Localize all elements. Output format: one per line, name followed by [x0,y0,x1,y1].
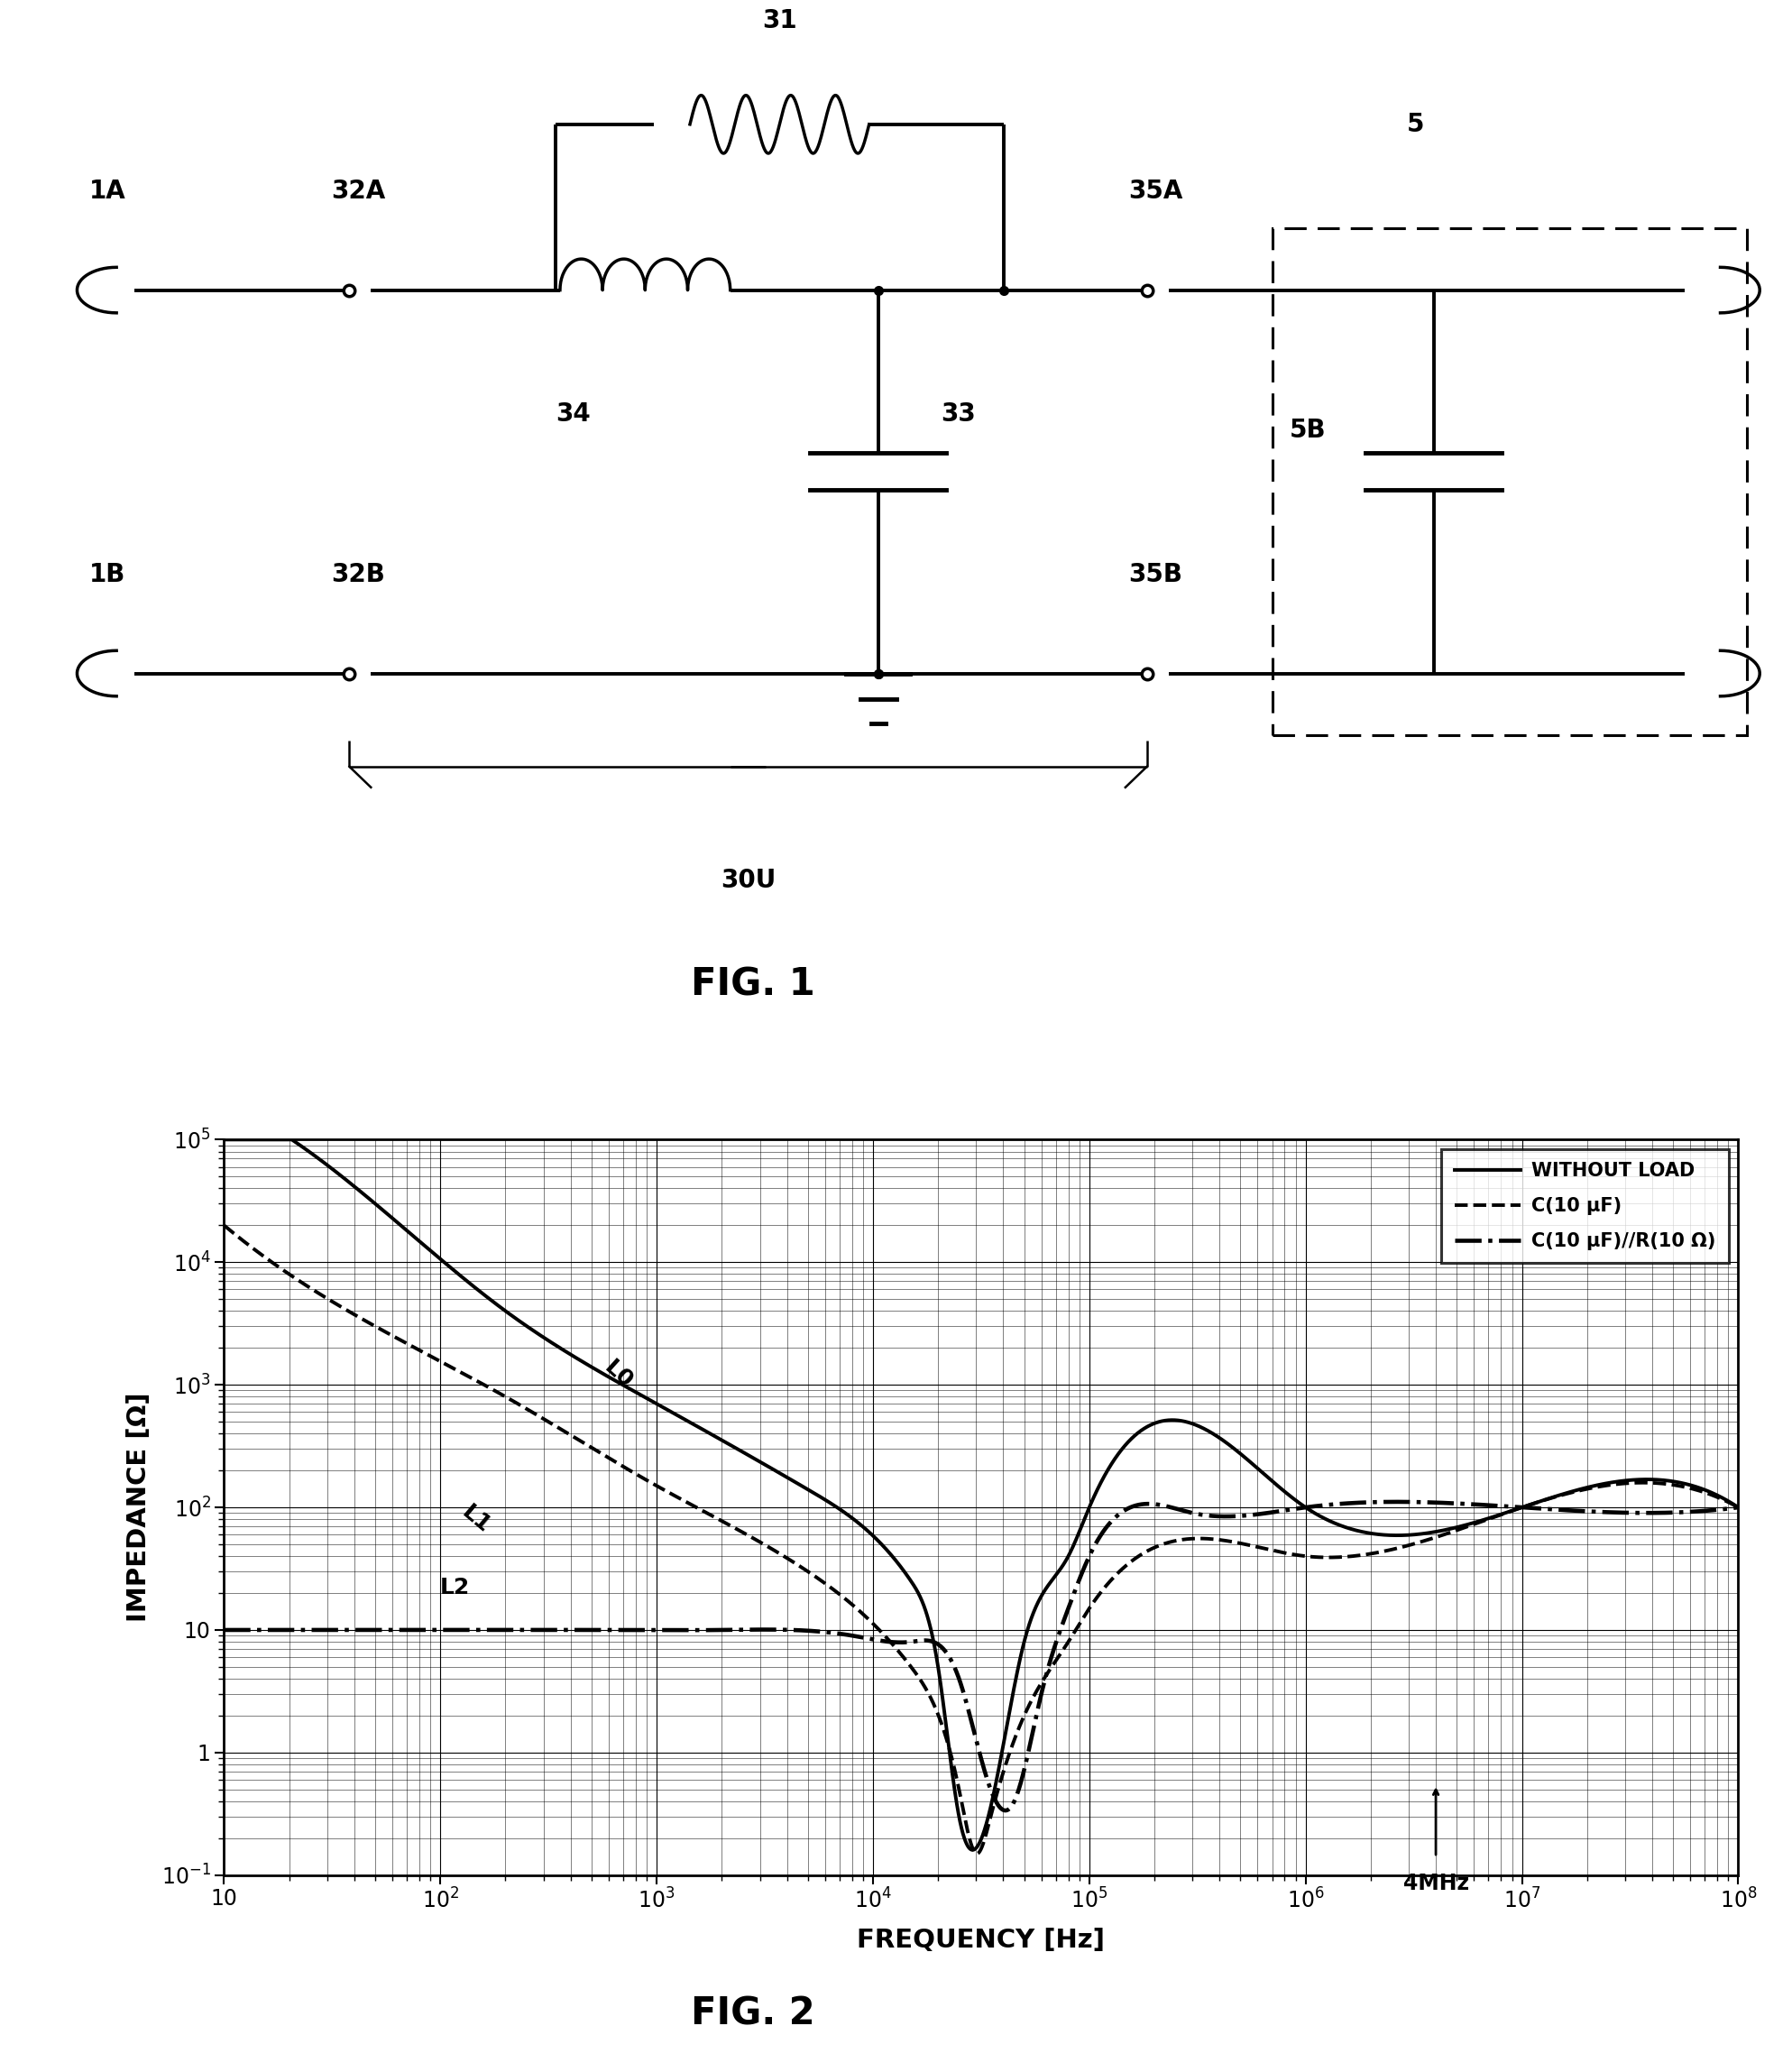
Text: L2: L2 [441,1577,470,1600]
Y-axis label: IMPEDANCE [Ω]: IMPEDANCE [Ω] [125,1392,151,1622]
C(10 μF)//R(10 Ω) [289,1618,310,1643]
C(10 μF)//R(10 Ω) [1176,1498,1197,1523]
Text: 4MHz: 4MHz [1403,1873,1469,1894]
WITHOUT LOAD [213,1127,235,1152]
WITHOUT LOAD [962,1838,984,1863]
Line: C(10 μF)//R(10 Ω): C(10 μF)//R(10 Ω) [224,1502,1738,1811]
WITHOUT LOAD [289,1133,310,1158]
C(10 μF) [1337,1544,1358,1569]
C(10 μF)//R(10 Ω) [1727,1496,1749,1521]
Text: 5: 5 [1407,112,1425,137]
Text: FIG. 1: FIG. 1 [690,966,815,1003]
C(10 μF) [762,1537,783,1562]
Bar [1272,228,1747,736]
Text: 33: 33 [941,402,977,427]
C(10 μF)//R(10 Ω) [1387,1490,1409,1515]
WITHOUT LOAD [1337,1515,1358,1539]
Text: 34: 34 [556,402,591,427]
C(10 μF) [1727,1496,1749,1521]
Text: 31: 31 [762,8,797,33]
Legend: WITHOUT LOAD, C(10 μF), C(10 μF)//R(10 Ω): WITHOUT LOAD, C(10 μF), C(10 μF)//R(10 Ω… [1441,1150,1729,1264]
WITHOUT LOAD [1176,1409,1197,1434]
C(10 μF)//R(10 Ω) [995,1798,1016,1823]
C(10 μF) [289,1268,310,1293]
C(10 μF)//R(10 Ω) [1417,1490,1439,1515]
WITHOUT LOAD [1109,1440,1131,1465]
C(10 μF) [1417,1527,1439,1552]
Text: 35B: 35B [1129,562,1183,588]
Text: 32A: 32A [332,178,385,205]
Text: L1: L1 [457,1502,495,1537]
C(10 μF) [213,1212,235,1237]
WITHOUT LOAD [762,1457,783,1481]
Text: 35A: 35A [1129,178,1183,205]
Text: 1A: 1A [90,178,125,205]
C(10 μF)//R(10 Ω) [1109,1500,1131,1525]
WITHOUT LOAD [1417,1521,1439,1546]
Text: 30U: 30U [720,868,776,893]
Text: 1B: 1B [90,562,125,588]
C(10 μF)//R(10 Ω) [213,1618,235,1643]
C(10 μF) [1109,1558,1131,1583]
C(10 μF) [966,1842,987,1867]
WITHOUT LOAD [1727,1496,1749,1521]
C(10 μF) [1176,1527,1197,1552]
C(10 μF)//R(10 Ω) [762,1616,783,1641]
Line: WITHOUT LOAD: WITHOUT LOAD [224,1140,1738,1850]
Text: 5B: 5B [1290,416,1326,443]
Text: FIG. 2: FIG. 2 [690,1995,815,2033]
Text: 32B: 32B [332,562,385,588]
C(10 μF)//R(10 Ω) [1337,1492,1358,1517]
Line: C(10 μF): C(10 μF) [224,1225,1738,1854]
Text: L0: L0 [600,1357,638,1392]
X-axis label: FREQUENCY [Hz]: FREQUENCY [Hz] [857,1927,1106,1954]
